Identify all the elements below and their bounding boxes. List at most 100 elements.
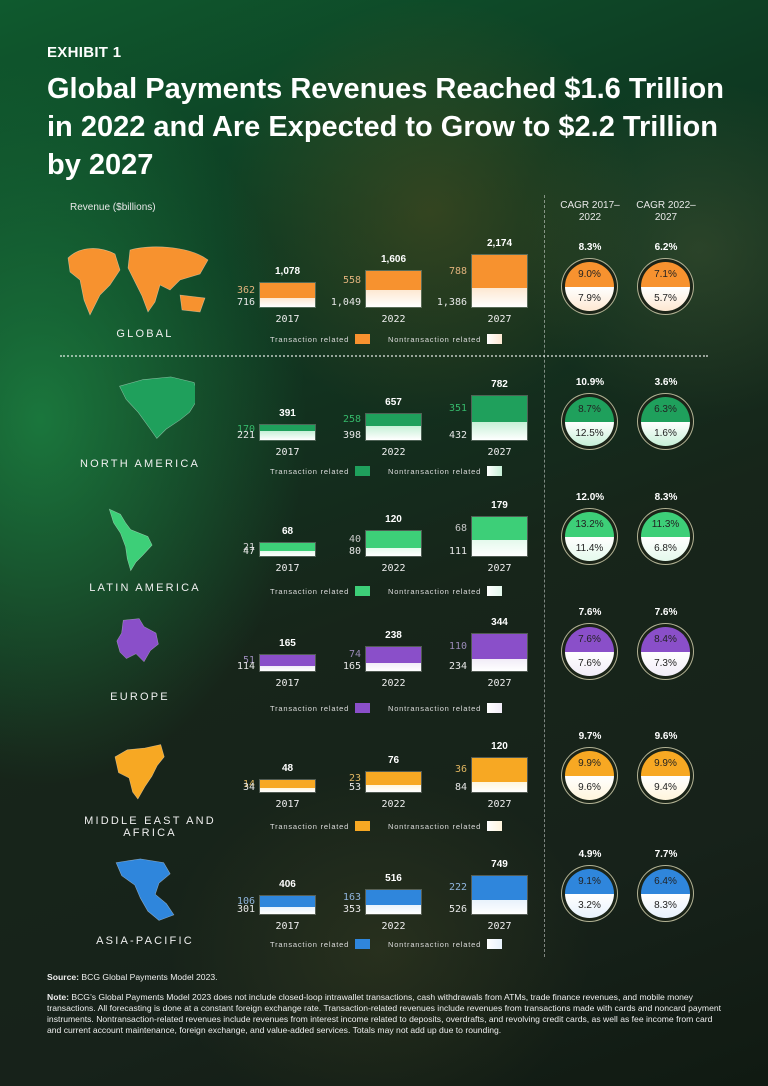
legend-nontransaction-label: Nontransaction related bbox=[388, 939, 482, 949]
cagr2-circle: 9.9% 9.4% bbox=[637, 747, 694, 804]
note-label: Note: bbox=[47, 992, 69, 1002]
legend-transaction-label: Transaction related bbox=[270, 586, 350, 596]
revenue-axis-label: Revenue ($billions) bbox=[70, 202, 156, 213]
nontransaction-value-label: 301 bbox=[236, 904, 255, 915]
legend-transaction-label: Transaction related bbox=[270, 703, 350, 713]
cagr1-transaction: 9.0% bbox=[565, 262, 614, 287]
cagr2-transaction: 9.9% bbox=[641, 751, 690, 776]
transaction-value-label: 74 bbox=[348, 649, 361, 660]
legend-nontransaction: Nontransaction related bbox=[388, 821, 503, 831]
year-label: 2022 bbox=[381, 921, 406, 932]
legend-transaction-label: Transaction related bbox=[270, 334, 350, 344]
horizontal-divider bbox=[60, 355, 708, 357]
legend-nontransaction-swatch bbox=[487, 703, 503, 713]
cagr2-circle: 11.3% 6.8% bbox=[637, 508, 694, 565]
transaction-value-label: 163 bbox=[342, 891, 361, 903]
bar-total-label: 2,174 bbox=[486, 238, 513, 249]
bar-total-label: 1,606 bbox=[380, 254, 407, 265]
nontransaction-value-label: 165 bbox=[342, 661, 361, 672]
cagr2-nontransaction: 5.7% bbox=[641, 286, 690, 311]
bar-total-label: 1,078 bbox=[274, 266, 301, 277]
cagr-2022-2027-header: CAGR 2022–2027 bbox=[631, 200, 701, 224]
cagr2-total: 6.2% bbox=[654, 242, 678, 253]
legend-transaction: Transaction related bbox=[270, 939, 371, 949]
transaction-segment bbox=[366, 414, 421, 428]
legend-transaction: Transaction related bbox=[270, 821, 371, 831]
cagr1-circle: 9.1% 3.2% bbox=[561, 865, 618, 922]
cagr1-circle: 9.9% 9.6% bbox=[561, 747, 618, 804]
nontransaction-value-label: 80 bbox=[348, 546, 361, 557]
latin-america-map-icon bbox=[105, 502, 165, 577]
vertical-divider bbox=[544, 195, 545, 957]
transaction-segment bbox=[472, 255, 527, 290]
transaction-segment bbox=[260, 780, 315, 790]
nontransaction-segment bbox=[260, 907, 315, 914]
transaction-value-label: 558 bbox=[342, 274, 361, 286]
legend-nontransaction-label: Nontransaction related bbox=[388, 586, 482, 596]
nontransaction-segment bbox=[366, 426, 421, 440]
nontransaction-value-label: 47 bbox=[242, 546, 255, 557]
nontransaction-value-label: 526 bbox=[448, 904, 467, 915]
bar-total-label: 516 bbox=[385, 873, 402, 884]
bar-total-label: 749 bbox=[491, 859, 508, 870]
transaction-segment bbox=[366, 890, 421, 907]
transaction-segment bbox=[366, 647, 421, 665]
nontransaction-value-label: 234 bbox=[448, 661, 467, 672]
region-name: EUROPE bbox=[110, 691, 170, 703]
cagr1-total: 12.0% bbox=[575, 492, 605, 503]
nontransaction-value-label: 398 bbox=[342, 430, 361, 441]
nontransaction-value-label: 114 bbox=[236, 661, 255, 672]
transaction-segment bbox=[366, 271, 421, 292]
nontransaction-value-label: 53 bbox=[348, 782, 361, 793]
cagr1-transaction: 9.9% bbox=[565, 751, 614, 776]
bar-total-label: 76 bbox=[387, 755, 400, 766]
stacked-bar bbox=[365, 771, 422, 793]
year-label: 2022 bbox=[381, 799, 406, 810]
nontransaction-segment bbox=[366, 785, 421, 792]
transaction-value-label: 36 bbox=[454, 764, 467, 775]
stacked-bar bbox=[259, 542, 316, 557]
year-label: 2017 bbox=[275, 447, 300, 458]
year-label: 2027 bbox=[487, 678, 512, 689]
year-label: 2017 bbox=[275, 921, 300, 932]
world-map-icon bbox=[60, 240, 210, 320]
nontransaction-segment bbox=[472, 900, 527, 914]
legend-transaction-swatch bbox=[355, 703, 371, 713]
year-label: 2022 bbox=[381, 447, 406, 458]
transaction-segment bbox=[472, 876, 527, 902]
transaction-value-label: 68 bbox=[454, 522, 467, 534]
cagr2-nontransaction: 1.6% bbox=[641, 421, 690, 446]
stacked-bar bbox=[471, 254, 528, 308]
nontransaction-value-label: 432 bbox=[448, 430, 467, 441]
transaction-segment bbox=[260, 896, 315, 909]
legend-nontransaction-swatch bbox=[487, 466, 503, 476]
legend-nontransaction: Nontransaction related bbox=[388, 586, 503, 596]
cagr2-nontransaction: 9.4% bbox=[641, 775, 690, 800]
legend-nontransaction-swatch bbox=[487, 939, 503, 949]
year-label: 2017 bbox=[275, 799, 300, 810]
cagr2-total: 3.6% bbox=[654, 377, 678, 388]
legend-nontransaction-swatch bbox=[487, 821, 503, 831]
europe-map-icon bbox=[110, 617, 170, 677]
cagr1-nontransaction: 9.6% bbox=[565, 775, 614, 800]
cagr2-nontransaction: 6.8% bbox=[641, 536, 690, 561]
footnote: Note: BCG’s Global Payments Model 2023 d… bbox=[47, 992, 727, 1036]
year-label: 2017 bbox=[275, 678, 300, 689]
bar-total-label: 391 bbox=[279, 408, 296, 419]
legend-transaction-swatch bbox=[355, 334, 371, 344]
nontransaction-segment bbox=[260, 551, 315, 556]
cagr2-total: 9.6% bbox=[654, 731, 678, 742]
transaction-value-label: 362 bbox=[236, 284, 255, 296]
cagr2-total: 8.3% bbox=[654, 492, 678, 503]
year-label: 2027 bbox=[487, 447, 512, 458]
cagr2-nontransaction: 7.3% bbox=[641, 651, 690, 676]
source-note: Source: BCG Global Payments Model 2023. bbox=[47, 972, 727, 983]
transaction-value-label: 258 bbox=[342, 414, 361, 425]
bar-total-label: 238 bbox=[385, 630, 402, 641]
region-name: MIDDLE EAST AND AFRICA bbox=[84, 815, 216, 839]
asia-pacific-map-icon bbox=[110, 857, 180, 927]
cagr2-transaction: 6.4% bbox=[641, 869, 690, 894]
transaction-segment bbox=[472, 396, 527, 424]
stacked-bar bbox=[259, 282, 316, 308]
stacked-bar bbox=[259, 779, 316, 793]
